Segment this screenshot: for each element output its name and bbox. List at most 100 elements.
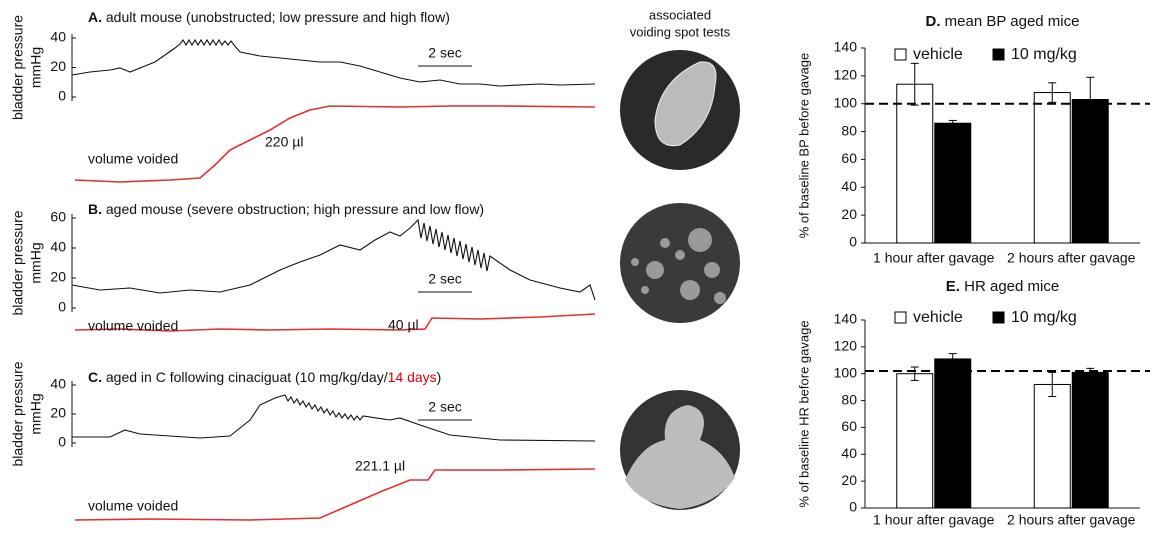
y-axis-label: mmHg [28,242,44,283]
scale-label: 2 sec [428,271,461,287]
volume-trace [74,313,596,332]
y-tick-label: 40 [841,178,857,194]
bar [1071,371,1109,509]
volume-trace [74,468,596,521]
y-axis-label: bladder pressure [10,361,26,466]
y-tick-label: 0 [58,299,66,315]
title-part: adult mouse (unobstructed; low pressure … [106,9,450,25]
bar [934,122,972,244]
chart-title: D. mean BP aged mice [926,13,1080,30]
x-tick-label: 2 hours after gavage [1007,250,1136,266]
pressure-trace [72,394,596,442]
x-tick-label: 1 hour after gavage [873,512,995,528]
error-bar [948,119,957,127]
y-tick-label: 140 [834,39,858,55]
legend-label: 10 mg/kg [1011,46,1077,63]
volume-label: volume voided [88,151,178,167]
y-tick-label: 20 [50,58,66,74]
title-text: mean BP aged mice [945,13,1080,30]
y-tick-label: 0 [58,88,66,104]
error-bar [1048,371,1057,398]
y-tick-label: 40 [841,445,857,461]
y-tick-label: 40 [50,29,66,45]
panel-title: A. adult mouse (unobstructed; low pressu… [88,9,450,25]
title-part: 14 days [388,369,437,385]
panel-title: B. aged mouse (severe obstruction; high … [88,201,484,217]
y-axis-label: bladder pressure [10,210,26,315]
title-part: aged in C following cinaciguat (10 mg/kg… [106,369,388,385]
panel-label: A. [88,9,102,25]
y-tick-label: 100 [834,94,858,110]
error-bar [1086,76,1095,123]
bar [896,83,934,244]
y-axis-label: mmHg [28,393,44,434]
y-tick-label: 20 [841,206,857,222]
y-tick-label: 20 [50,269,66,285]
spot-test [620,203,740,323]
y-tick-label: 20 [50,405,66,421]
volume-trace [74,105,596,183]
bar [1033,383,1071,509]
volume-label: volume voided [88,318,178,334]
y-tick-label: 0 [58,434,66,450]
pressure-trace [71,218,596,301]
panel-label: D. [926,13,941,30]
y-tick-label: 60 [50,209,66,225]
y-tick-label: 60 [841,150,857,166]
y-tick-label: 80 [841,391,857,407]
scale-label: 2 sec [428,45,461,61]
y-axis-label: % of baseline BP before gavage [796,53,811,239]
bar [1033,92,1071,244]
spot-title: voiding spot tests [630,24,731,39]
y-tick-label: 140 [834,311,858,327]
y-axis-label: bladder pressure [10,15,26,120]
y-tick-label: 40 [50,239,66,255]
legend-swatch [992,48,1005,61]
bar [934,358,972,509]
error-bar [910,62,919,106]
legend-label: 10 mg/kg [1011,309,1077,326]
panel-label: B. [88,201,102,217]
legend-label: vehicle [913,46,963,63]
panel-label: C. [88,369,102,385]
volume-label: volume voided [88,498,178,514]
error-bar [1086,367,1095,377]
volume-value: 221.1 µl [355,458,405,474]
error-bar [910,366,919,381]
spot [625,405,735,509]
y-axis-label: % of baseline HR before gavage [796,320,811,507]
legend-swatch [894,311,907,324]
title-text: HR aged mice [964,278,1059,295]
volume-value: 40 µl [388,317,419,333]
pressure-trace [71,38,596,87]
spot-title: associated [649,7,711,22]
y-tick-label: 20 [841,472,857,488]
spot [654,61,717,147]
panel-label: E. [946,278,960,295]
y-axis-label: mmHg [28,47,44,88]
x-tick-label: 1 hour after gavage [873,250,995,266]
title-part: aged mouse (severe obstruction; high pre… [106,201,484,217]
volume-value: 220 µl [265,134,303,150]
panel-title: C. aged in C following cinaciguat (10 mg… [88,369,441,385]
y-tick-label: 120 [834,338,858,354]
bar [896,373,934,509]
y-tick-label: 120 [834,67,858,83]
y-tick-label: 40 [50,376,66,392]
scale-label: 2 sec [428,399,461,415]
y-tick-label: 0 [849,234,857,250]
y-tick-label: 100 [834,364,858,380]
error-bar [948,353,957,365]
title-part: ) [437,369,442,385]
chart-title: E. HR aged mice [946,278,1059,295]
legend-label: vehicle [913,309,963,326]
error-bar [1048,82,1057,103]
y-tick-label: 80 [841,122,857,138]
legend-swatch [894,48,907,61]
y-tick-label: 0 [849,499,857,515]
y-tick-label: 60 [841,418,857,434]
x-tick-label: 2 hours after gavage [1007,512,1136,528]
spots [631,228,726,304]
legend-swatch [992,311,1005,324]
